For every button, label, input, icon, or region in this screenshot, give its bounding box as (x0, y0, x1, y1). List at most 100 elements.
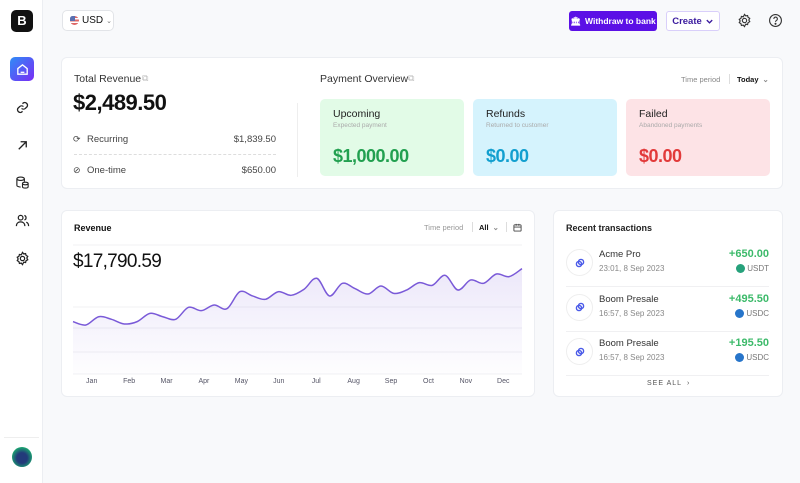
nav-coins-icon[interactable] (10, 170, 34, 194)
see-all-link[interactable]: SEE ALL › (647, 380, 690, 387)
see-all-label: SEE ALL (647, 380, 683, 387)
card-value: $0.00 (486, 146, 529, 166)
transaction-name: Boom Presale (599, 338, 659, 349)
coin-label: USDC (746, 353, 769, 362)
usdc-coin-icon (735, 308, 745, 318)
x-tick-label: Oct (423, 378, 434, 385)
chevron-down-icon: ⌄ (492, 223, 499, 232)
x-tick-label: Nov (459, 378, 473, 385)
transaction-date: 16:57, 8 Sep 2023 (599, 308, 665, 318)
divider (4, 437, 39, 438)
create-label: Create (672, 15, 702, 27)
card-value: $0.00 (639, 146, 682, 166)
revenue-title: Revenue (74, 223, 112, 233)
divider (506, 222, 507, 232)
refunds-card[interactable]: Refunds Returned to customer $0.00 (473, 99, 617, 176)
sidebar: B (0, 0, 43, 483)
divider (74, 154, 276, 155)
transaction-currency: USDC (735, 308, 769, 318)
x-tick-label: May (234, 378, 248, 385)
x-tick-label: Dec (497, 378, 510, 385)
transaction-row[interactable]: Boom Presale 16:57, 8 Sep 2023 +195.50 U… (566, 332, 769, 376)
chevron-down-icon: ⌄ (106, 17, 112, 25)
divider (297, 103, 298, 177)
usdt-coin-icon (736, 264, 746, 273)
recurring-icon: ⟳ (73, 134, 81, 144)
period-value: All (479, 223, 489, 232)
currency-label: USD (82, 15, 104, 26)
card-subtitle: Abandoned payments (639, 122, 703, 129)
us-flag-icon (70, 16, 79, 25)
coin-label: USDT (747, 264, 769, 273)
time-period-label: Time period (424, 223, 464, 232)
x-tick-label: Aug (347, 378, 360, 385)
transactions-title: Recent transactions (566, 223, 653, 233)
x-tick-label: Mar (160, 378, 173, 385)
revenue-line (72, 267, 523, 326)
recurring-value: $1,839.50 (233, 134, 276, 145)
divider (472, 222, 473, 232)
period-select[interactable]: Today ⌄ (737, 75, 769, 84)
card-subtitle: Returned to customer (486, 122, 549, 129)
external-link-icon[interactable]: ⧉ (142, 73, 149, 83)
logo[interactable]: B (11, 10, 33, 32)
card-title: Upcoming (333, 108, 381, 120)
card-subtitle: Expected payment (333, 122, 387, 129)
x-tick-label: Jan (86, 378, 98, 385)
payment-overview-title: Payment Overview (320, 73, 409, 85)
x-tick-label: Jun (273, 378, 285, 385)
divider (729, 74, 730, 84)
nav-arrow-up-right-icon[interactable] (10, 133, 34, 157)
time-period-label: Time period (681, 75, 721, 84)
chevron-right-icon: › (687, 380, 691, 387)
link-icon (566, 249, 593, 276)
transaction-amount: +650.00 (728, 248, 769, 260)
one-time-value: $650.00 (241, 165, 276, 176)
usdc-coin-icon (735, 353, 745, 362)
currency-select[interactable]: USD ⌄ (62, 10, 114, 31)
create-button[interactable]: Create (666, 11, 720, 31)
nav-settings-icon[interactable] (10, 246, 34, 270)
withdraw-to-bank-button[interactable]: 🏛︎ Withdraw to bank (569, 11, 657, 31)
link-icon (566, 293, 593, 321)
card-title: Refunds (486, 108, 526, 120)
upcoming-card[interactable]: Upcoming Expected payment $1,000.00 (320, 99, 464, 176)
transaction-name: Boom Presale (599, 293, 659, 305)
chevron-down-icon (706, 19, 713, 24)
transaction-name: Acme Pro (599, 249, 641, 260)
card-value: $1,000.00 (333, 146, 409, 166)
recurring-label: Recurring (87, 134, 129, 145)
x-tick-label: Apr (198, 378, 210, 385)
one-time-icon: ⊘ (73, 165, 81, 175)
period-value: Today (737, 75, 759, 84)
transaction-amount: +495.50 (728, 292, 769, 305)
bank-icon: 🏛︎ (570, 15, 582, 26)
nav-home-icon[interactable] (10, 57, 34, 81)
avatar[interactable] (12, 447, 32, 467)
help-icon[interactable] (768, 13, 783, 28)
settings-icon[interactable] (737, 13, 752, 28)
nav-link-icon[interactable] (10, 95, 34, 119)
revenue-total: $17,790.59 (73, 251, 162, 272)
x-tick-label: Sep (384, 378, 398, 385)
transaction-currency: USDC (735, 353, 769, 362)
calendar-icon[interactable] (513, 223, 522, 232)
external-link-icon[interactable]: ⧉ (408, 73, 415, 83)
x-tick-label: Feb (123, 378, 136, 385)
nav-users-icon[interactable] (10, 208, 34, 232)
period-select[interactable]: All ⌄ (479, 223, 499, 232)
transaction-row[interactable]: Boom Presale 16:57, 8 Sep 2023 +495.50 U… (566, 288, 769, 332)
link-icon (566, 338, 593, 365)
transaction-row[interactable]: Acme Pro 23:01, 8 Sep 2023 +650.00 USDT (566, 243, 769, 287)
withdraw-label: Withdraw to bank (585, 16, 656, 26)
failed-card[interactable]: Failed Abandoned payments $0.00 (626, 99, 770, 176)
coin-label: USDC (746, 308, 769, 318)
total-revenue-value: $2,489.50 (73, 90, 167, 115)
transaction-date: 23:01, 8 Sep 2023 (599, 264, 665, 273)
chevron-down-icon: ⌄ (762, 75, 769, 84)
card-title: Failed (639, 108, 668, 120)
transaction-date: 16:57, 8 Sep 2023 (599, 353, 665, 362)
x-tick-label: Jul (311, 378, 321, 385)
total-revenue-title: Total Revenue (74, 73, 142, 85)
